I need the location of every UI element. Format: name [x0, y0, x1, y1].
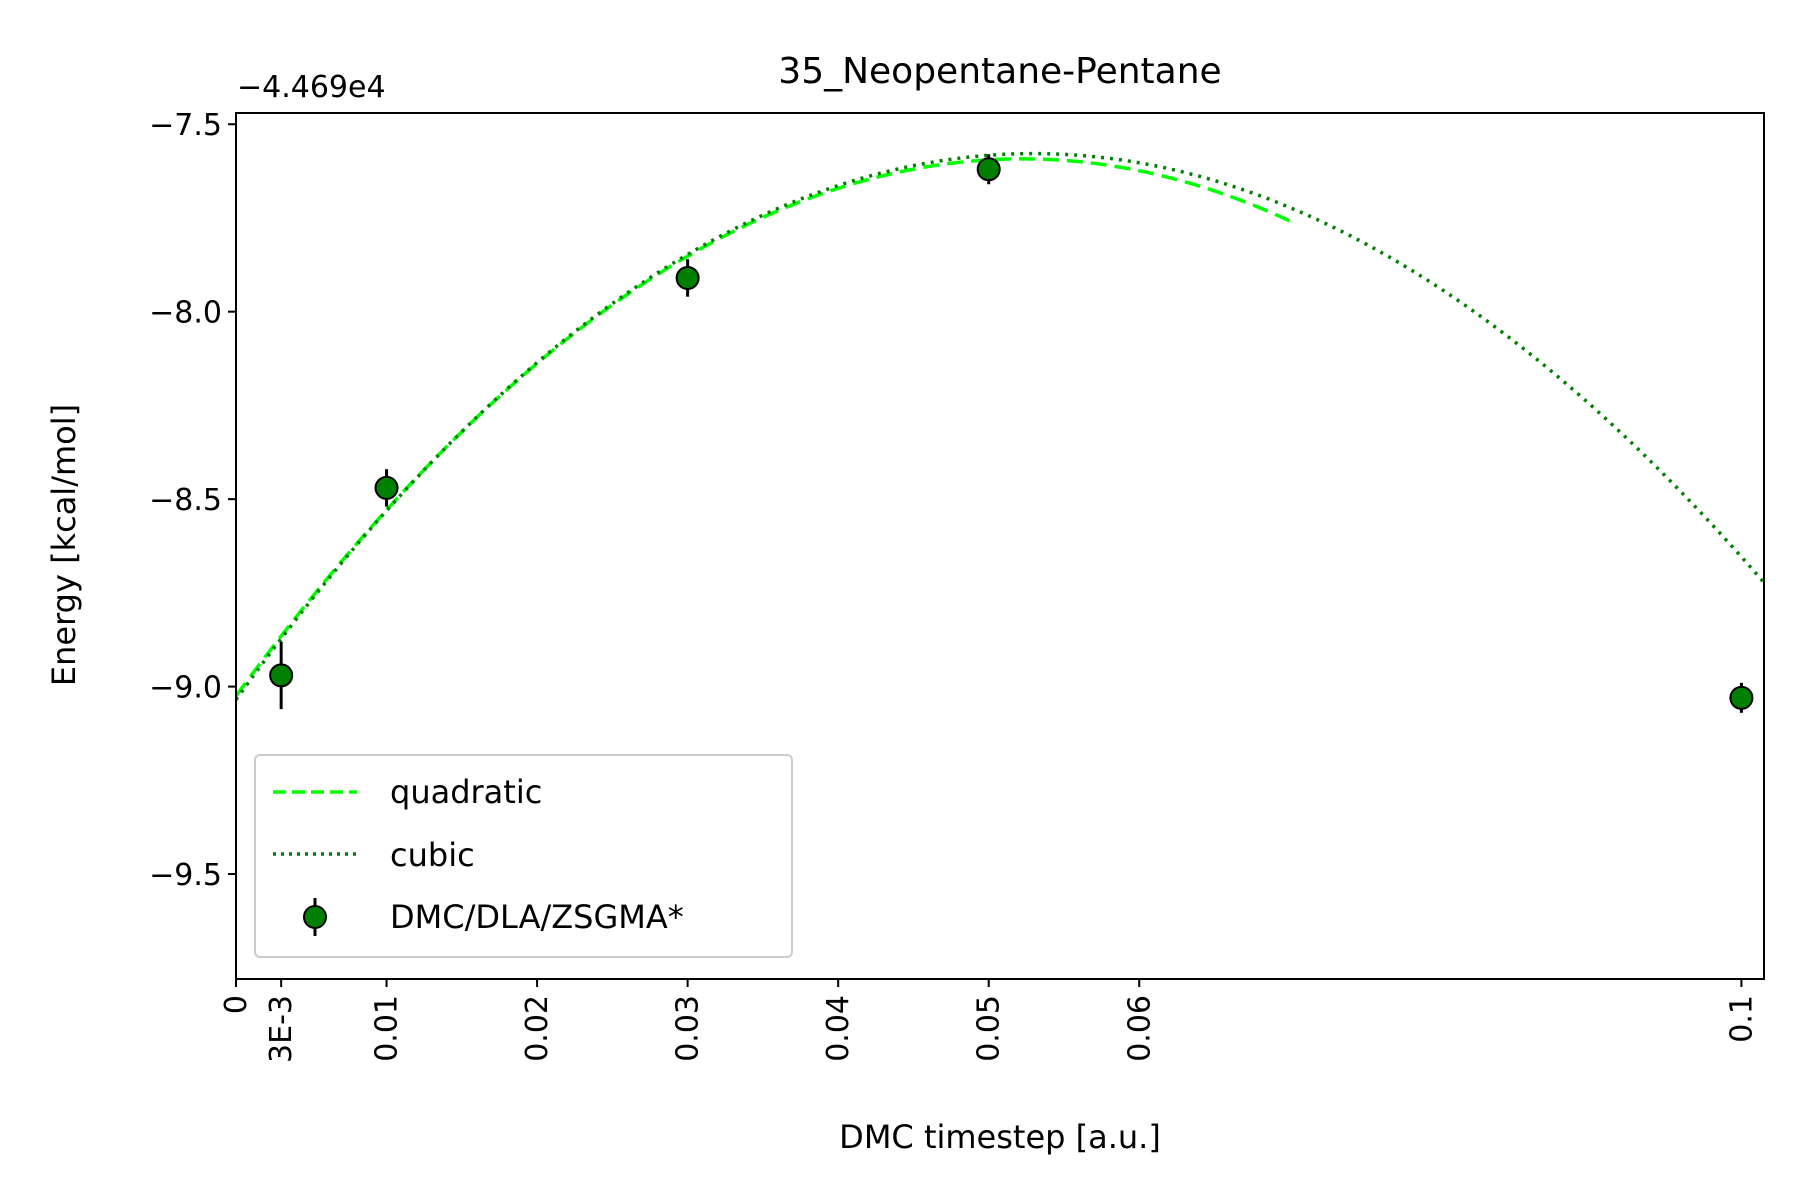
y-tick-label-1: −8.0 — [149, 296, 222, 331]
y-tick-label-3: −9.0 — [149, 671, 222, 706]
axes: −7.5 −8.0 −8.5 −9.0 −9.5 0 3E-3 0.01 0.02 0.03 0.0… — [149, 108, 1765, 1063]
axes-frame — [235, 112, 1765, 980]
y-tick-label-0: −7.5 — [149, 108, 222, 143]
x-tick-label-2: 0.01 — [370, 995, 405, 1062]
x-tick-label-1: 3E-3 — [264, 995, 299, 1063]
data-point-4 — [1729, 685, 1754, 710]
x-tick-label-6: 0.05 — [972, 995, 1007, 1062]
legend-quadratic-label: quadratic — [390, 773, 542, 811]
x-tick-label-7: 0.06 — [1122, 995, 1157, 1062]
legend-dmc-label: DMC/DLA/ZSGMA* — [390, 898, 684, 936]
y-offset-label: −4.469e4 — [237, 70, 386, 105]
legend-frame — [254, 754, 793, 958]
x-tick-label-0: 0 — [219, 995, 254, 1014]
data-point-1 — [374, 475, 399, 500]
legend-dmc-marker — [303, 905, 327, 929]
x-tick-label-3: 0.02 — [520, 995, 555, 1062]
data-point-2 — [675, 265, 700, 290]
x-axis-title: DMC timestep [a.u.] — [839, 1118, 1161, 1156]
data-point-0 — [269, 663, 294, 688]
y-axis-title: Energy [kcal/mol] — [45, 404, 83, 686]
legend: quadratic cubic DMC/DLA/ZSGMA* — [254, 754, 793, 958]
legend-cubic-label: cubic — [390, 836, 475, 874]
y-tick-label-4: −9.5 — [149, 858, 222, 893]
y-tick-label-2: −8.5 — [149, 483, 222, 518]
chart-title: 35_Neopentane-Pentane — [778, 51, 1221, 92]
x-tick-label-4: 0.03 — [671, 995, 706, 1062]
series-cubic-line — [236, 151, 1764, 701]
plot-area — [236, 151, 1764, 713]
x-tick-label-8: 0.1 — [1724, 995, 1759, 1043]
data-point-3 — [976, 157, 1001, 182]
x-tick-label-5: 0.04 — [821, 995, 856, 1062]
